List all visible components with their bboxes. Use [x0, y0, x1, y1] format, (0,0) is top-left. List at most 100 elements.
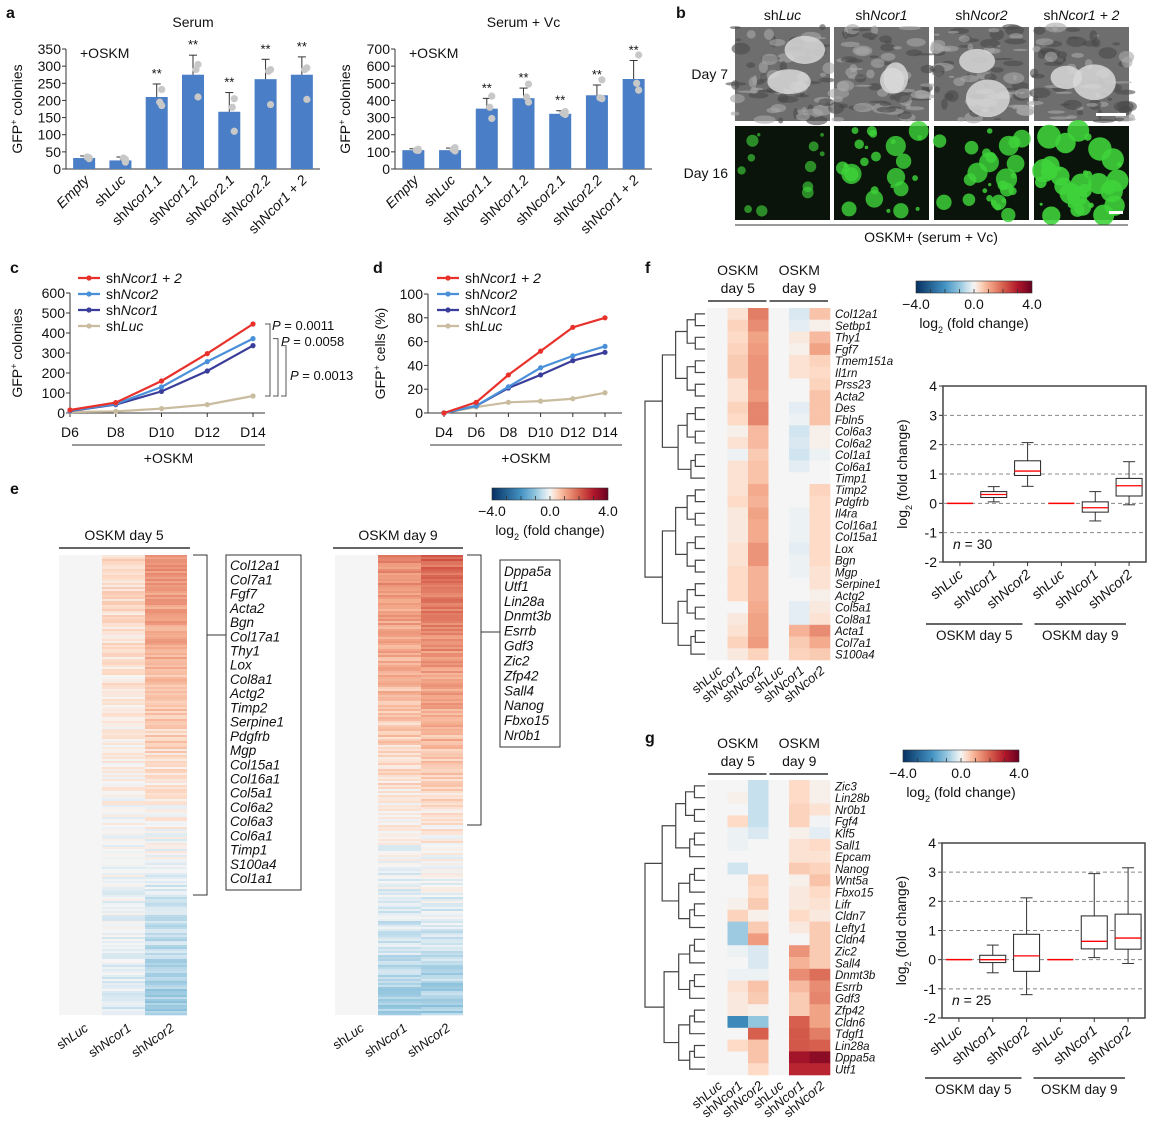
- group-label: OSKM day 5: [717, 262, 758, 296]
- y-tick-label: 0: [53, 161, 61, 177]
- heatmap-cell: [809, 648, 831, 661]
- heatmap-cell: [102, 571, 145, 574]
- heatmap-cell: [102, 847, 145, 850]
- heatmap-cell: [145, 897, 187, 900]
- heatmap-cell: [145, 885, 187, 888]
- heatmap-cell: [102, 817, 145, 820]
- heatmap-cell: [102, 745, 145, 748]
- gfp-colony: [893, 181, 909, 197]
- heatmap-cell: [421, 829, 463, 832]
- gene-label: Nr0b1: [835, 805, 866, 817]
- heatmap-cell: [707, 1016, 728, 1029]
- heatmap-cell: [707, 554, 728, 567]
- dendrogram-branch: [694, 360, 705, 374]
- heatmap-cell: [421, 917, 463, 920]
- heatmap-cell: [145, 993, 187, 996]
- heatmap-cell: [102, 931, 145, 934]
- heatmap-cell: [727, 839, 749, 852]
- heatmap-cell: [378, 949, 421, 952]
- texture: [818, 77, 836, 83]
- heatmap-cell: [378, 855, 421, 858]
- heatmap-cell: [145, 743, 187, 746]
- fluorescence-image: [834, 121, 929, 220]
- gene-label: Setbp1: [835, 321, 871, 333]
- data-point: [473, 399, 479, 405]
- texture: [948, 75, 955, 78]
- column-label: shNcor2: [128, 1020, 177, 1060]
- heatmap-cell: [102, 939, 145, 942]
- heatmap-cell: [145, 827, 187, 830]
- heatmap-cell: [421, 905, 463, 908]
- heatmap-cell: [145, 607, 187, 610]
- heatmap-cell: [145, 783, 187, 786]
- heatmap-cell: [421, 791, 463, 794]
- heatmap-cell: [748, 577, 769, 590]
- heatmap-cell: [707, 566, 728, 579]
- heatmap-cell: [789, 472, 810, 485]
- group-label: OSKM day 5: [935, 1082, 1012, 1097]
- panel-letter-b: b: [676, 5, 686, 22]
- data-point: [570, 396, 576, 402]
- heatmap-cell: [102, 1009, 145, 1012]
- heatmap-cell: [378, 791, 421, 794]
- heatmap-cell: [378, 1013, 421, 1016]
- heatmap-cell: [378, 753, 421, 756]
- heatmap-cell: [102, 887, 145, 890]
- heatmap-cell: [748, 1004, 769, 1017]
- heatmap-cell: [102, 681, 145, 684]
- bar: [109, 160, 132, 169]
- colony: [959, 48, 996, 74]
- heatmap-cell: [145, 605, 187, 608]
- texture: [1002, 24, 1020, 31]
- heatmap-cell: [102, 919, 145, 922]
- dendrogram-branch: [690, 635, 705, 655]
- texture: [769, 39, 786, 47]
- heatmap-cell: [102, 975, 145, 978]
- heatmap-cell: [727, 519, 749, 532]
- texture: [753, 115, 776, 124]
- bar: [254, 79, 277, 169]
- y-tick-label: 4: [929, 378, 937, 394]
- heatmap-cell: [789, 343, 810, 356]
- texture: [1055, 91, 1073, 95]
- heatmap-cell: [102, 615, 145, 618]
- heatmap-cell: [102, 905, 145, 908]
- gfp-colony: [964, 140, 979, 155]
- texture: [1107, 97, 1113, 101]
- heatmap-cell: [421, 745, 463, 748]
- heatmap-cell: [789, 874, 810, 887]
- heatmap-cell: [102, 719, 145, 722]
- heatmap-cell: [102, 557, 145, 560]
- data-point: [264, 67, 273, 75]
- heatmap-cell: [102, 639, 145, 642]
- gene-label: Col15a1: [230, 757, 280, 772]
- heatmap-cell: [145, 557, 187, 560]
- heatmap-cell: [707, 343, 728, 356]
- heatmap-cell: [789, 425, 810, 438]
- heatmap-cell: [378, 911, 421, 914]
- heatmap-cell: [145, 753, 187, 756]
- heatmap-cell: [145, 965, 187, 968]
- heatmap-cell: [809, 460, 831, 473]
- gfp-colony: [1070, 202, 1085, 217]
- heatmap-cell: [145, 861, 187, 864]
- heatmap-cell: [789, 519, 810, 532]
- bar: [145, 97, 168, 169]
- heatmap-cell: [421, 883, 463, 886]
- dendrogram-branch: [694, 407, 705, 421]
- gfp-colony: [967, 162, 988, 183]
- heatmap-cell: [145, 693, 187, 696]
- texture: [1052, 25, 1058, 32]
- gene-label: Wnt5a: [835, 876, 868, 888]
- texture: [967, 43, 974, 51]
- heatmap-cell: [421, 825, 463, 828]
- heatmap-cell: [768, 308, 790, 321]
- colony: [883, 62, 909, 94]
- heatmap-cell: [378, 935, 421, 938]
- heatmap-cell: [378, 557, 421, 560]
- heatmap-cell: [378, 609, 421, 612]
- heatmap-cell: [421, 951, 463, 954]
- heatmap-cell: [748, 460, 769, 473]
- heatmap-cell: [421, 577, 463, 580]
